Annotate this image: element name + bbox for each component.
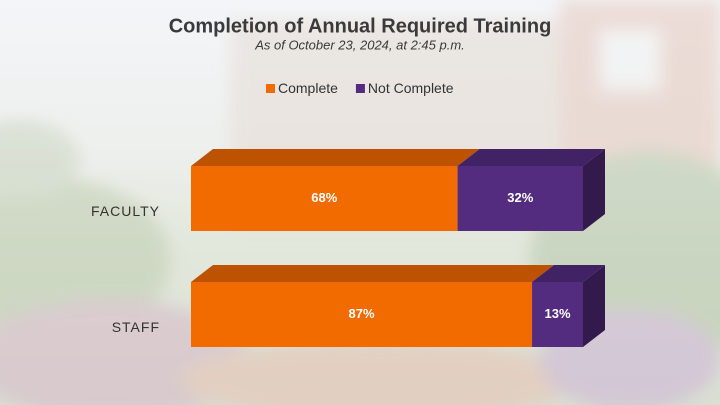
- legend: Complete Not Complete: [266, 80, 454, 96]
- category-label: FACULTY: [91, 203, 160, 219]
- bar-segment: [191, 166, 458, 231]
- value-label: 68%: [311, 190, 337, 205]
- chart-subtitle: As of October 23, 2024, at 2:45 p.m.: [254, 37, 465, 52]
- bar-top-face: [191, 149, 480, 166]
- bar-side-face: [583, 265, 605, 347]
- value-label: 32%: [507, 190, 533, 205]
- value-label: 13%: [545, 306, 571, 321]
- chart-title: Completion of Annual Required Training: [169, 15, 552, 37]
- bar-segment: [532, 282, 583, 347]
- legend-swatch: [266, 84, 275, 93]
- bar-top-face: [532, 265, 605, 282]
- category-label: STAFF: [112, 319, 160, 335]
- bar-top-face: [457, 149, 605, 166]
- plot-area: FACULTY 68% 32% STAFF 87% 13%: [91, 149, 605, 347]
- legend-swatch: [355, 84, 365, 93]
- bar-top-face: [191, 265, 555, 282]
- legend-label: Complete: [278, 80, 338, 96]
- bar-side-face: [583, 149, 605, 231]
- legend-label: Not Complete: [368, 80, 454, 96]
- bar-segment: [191, 282, 533, 347]
- bar-segment: [457, 166, 583, 231]
- value-label: 87%: [349, 306, 375, 321]
